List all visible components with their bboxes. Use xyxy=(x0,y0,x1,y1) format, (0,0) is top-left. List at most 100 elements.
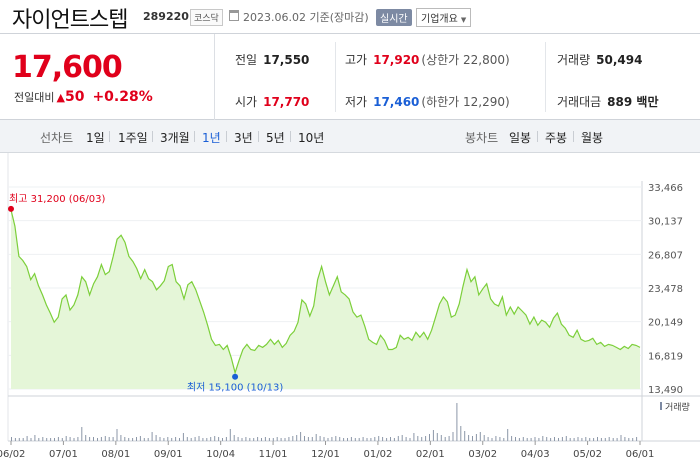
volume: 거래량 50,494 xyxy=(557,51,642,68)
volume-bar xyxy=(210,437,212,441)
high-marker xyxy=(8,205,14,212)
volume-bar xyxy=(120,435,122,441)
low-value: 17,460 xyxy=(373,95,420,109)
volume-bar xyxy=(171,438,173,441)
volume-bar xyxy=(550,438,552,441)
volume-bar xyxy=(358,438,360,441)
open-value: 17,770 xyxy=(263,95,310,109)
price-change: 전일대비 ▲50 +0.28% xyxy=(14,89,153,105)
volume-bar xyxy=(300,432,302,441)
volume-bar xyxy=(54,438,55,441)
tab-daily-candle[interactable]: 일봉 xyxy=(509,131,532,145)
high-value: 17,920 xyxy=(373,53,420,67)
volume-bar xyxy=(264,437,266,441)
volume-bar xyxy=(526,438,528,441)
volume-bar xyxy=(276,437,278,441)
volume-bar xyxy=(30,438,32,441)
up-arrow-icon: ▲ xyxy=(56,91,65,104)
volume-bar xyxy=(323,437,325,441)
volume-bar xyxy=(483,435,485,441)
volume-bar xyxy=(296,435,298,441)
volume-bar xyxy=(511,436,513,441)
x-tick-label: 02/01 xyxy=(416,449,445,460)
volume-bar xyxy=(624,437,626,441)
low-price: 저가 17,460 (하한가 12,290) xyxy=(345,93,510,110)
tab-10-years[interactable]: 10년 xyxy=(298,131,325,145)
x-tick-label: 04/03 xyxy=(521,449,550,460)
volume-bar xyxy=(34,435,36,441)
volume-bar xyxy=(405,437,407,441)
realtime-button[interactable]: 실시간 xyxy=(376,9,412,26)
volume-bar xyxy=(354,438,356,441)
tab-monthly-candle[interactable]: 월봉 xyxy=(581,131,604,145)
volume-bar xyxy=(38,438,40,441)
volume-bar xyxy=(515,437,516,441)
volume-bar xyxy=(268,438,270,441)
volume-bar xyxy=(608,437,610,441)
volume-bar xyxy=(249,438,251,441)
volume-bar xyxy=(104,436,106,441)
volume-bar xyxy=(499,437,501,441)
volume-bar xyxy=(26,436,28,441)
tab-3-years[interactable]: 3년 xyxy=(234,131,253,145)
volume-bar xyxy=(218,437,220,441)
volume-bar xyxy=(581,438,583,441)
tab-3-months[interactable]: 3개월 xyxy=(160,131,190,145)
volume-bar xyxy=(261,438,262,441)
volume-bar xyxy=(233,435,235,441)
change-percent: +0.28% xyxy=(92,89,153,105)
volume-bar xyxy=(304,436,305,441)
prev-close-label: 전일 xyxy=(235,53,258,67)
volume-bar xyxy=(202,438,204,441)
tab-weekly-candle[interactable]: 주봉 xyxy=(545,131,568,145)
volume-bar xyxy=(507,429,509,441)
volume-bar xyxy=(554,437,555,441)
tab-1-day[interactable]: 1일 xyxy=(86,131,105,145)
volume-bar xyxy=(542,436,544,441)
tab-separator xyxy=(194,131,195,142)
price-area-fill xyxy=(11,209,640,389)
volume-legend-label: 거래량 xyxy=(665,401,690,413)
stock-header: 자이언트스텝 289220 코스닥 2023.06.02 기준(장마감) 실시간… xyxy=(0,0,700,34)
volume-bar xyxy=(307,437,309,441)
volume-bar xyxy=(229,429,231,441)
volume-bar xyxy=(589,438,591,441)
volume-bar xyxy=(319,436,321,441)
tab-separator xyxy=(573,131,574,142)
tab-1-week[interactable]: 1주일 xyxy=(118,131,148,145)
volume-bar xyxy=(128,438,130,441)
volume-bar xyxy=(124,437,126,441)
tab-separator xyxy=(290,131,291,142)
tab-1-year[interactable]: 1년 xyxy=(202,131,221,145)
volume-bar xyxy=(186,437,188,441)
volume-bar xyxy=(190,438,192,441)
volume-bar xyxy=(464,431,466,441)
low-marker xyxy=(232,373,239,380)
volume-bar xyxy=(50,438,52,441)
lower-limit: (하한가 12,290) xyxy=(421,95,510,109)
volume-bar xyxy=(61,438,63,441)
volume-bar xyxy=(409,438,411,441)
volume-bar xyxy=(569,438,571,441)
company-overview-dropdown[interactable]: 기업개요 ▼ xyxy=(416,8,472,27)
volume-bar xyxy=(374,437,376,441)
x-tick-label: 07/01 xyxy=(49,449,78,460)
price-chart: 33,466 30,137 26,807 23,478 20,149 16,819 13,4… xyxy=(0,153,700,471)
line-chart-label: 선차트 xyxy=(40,131,74,145)
volume-bar xyxy=(440,435,442,441)
tab-5-years[interactable]: 5년 xyxy=(266,131,285,145)
volume-bar xyxy=(139,436,141,441)
price-chart-svg: 33,466 30,137 26,807 23,478 20,149 16,819 13,4… xyxy=(0,153,700,460)
volume-bar xyxy=(206,438,208,441)
y-tick-label: 20,149 xyxy=(648,318,683,329)
x-tick-label: 08/01 xyxy=(101,449,130,460)
chevron-down-icon: ▼ xyxy=(460,16,467,24)
company-overview-label: 기업개요 xyxy=(421,14,458,25)
volume-bar xyxy=(288,437,290,441)
volume-bar xyxy=(132,438,134,441)
volume-bar xyxy=(393,438,395,441)
volume-bar xyxy=(73,438,75,441)
volume-bar xyxy=(448,436,450,441)
volume-bar xyxy=(280,438,282,441)
prev-close: 전일 17,550 xyxy=(235,51,309,68)
